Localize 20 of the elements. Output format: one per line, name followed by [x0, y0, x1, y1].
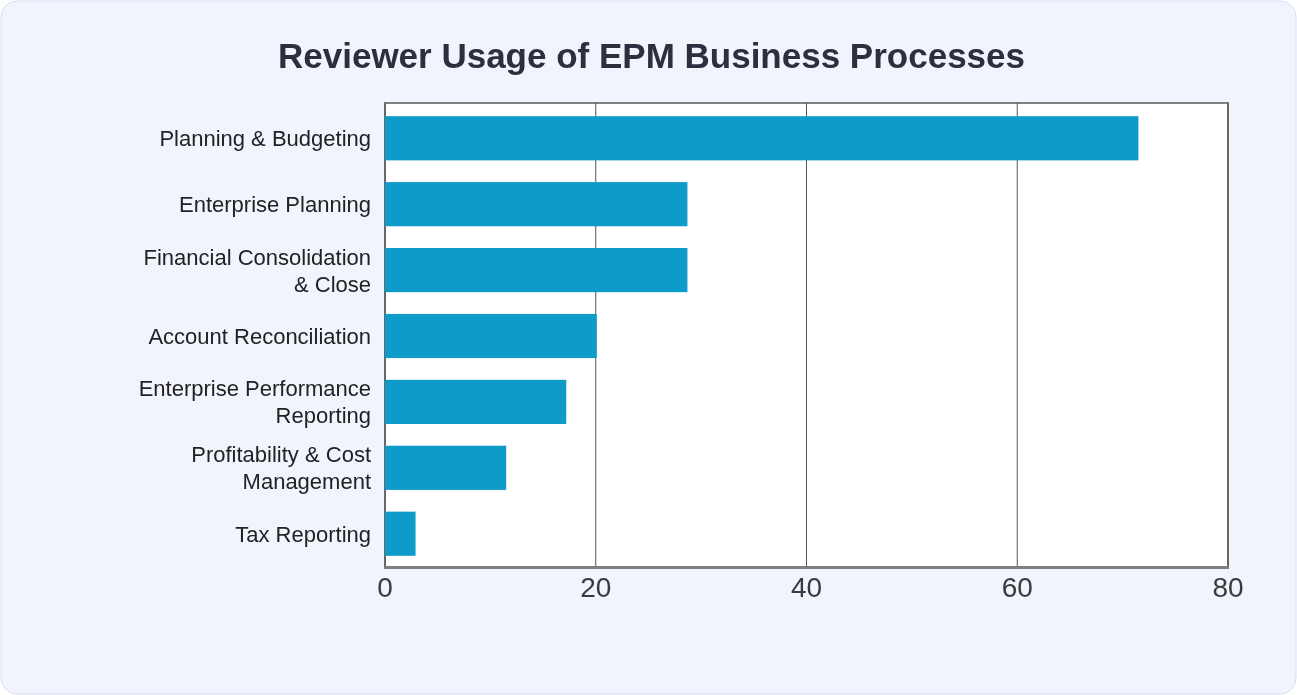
y-tick-label: Enterprise Performance Reporting: [138, 376, 371, 429]
bar: [385, 379, 567, 424]
y-tick-label: Profitability & Cost Management: [191, 442, 371, 495]
bar: [385, 313, 597, 359]
y-tick-label: Tax Reporting: [235, 521, 371, 547]
y-tick-label: Planning & Budgeting: [159, 126, 371, 152]
bar: [385, 182, 688, 227]
bar: [385, 116, 1139, 161]
bar: [385, 445, 507, 490]
bar: [385, 511, 416, 556]
y-tick-label: Financial Consolidation & Close: [143, 244, 371, 297]
x-tick-label: 80: [1212, 572, 1244, 603]
bar: [385, 248, 688, 293]
x-tick-label: 0: [377, 572, 393, 603]
x-tick-label: 60: [1001, 572, 1033, 603]
x-tick-label: 20: [580, 572, 612, 603]
x-tick-label: 40: [790, 572, 823, 603]
y-tick-label: Account Reconciliation: [148, 324, 371, 349]
chart-title: Reviewer Usage of EPM Business Processes: [277, 36, 1026, 75]
y-tick-label: Enterprise Planning: [178, 192, 371, 218]
